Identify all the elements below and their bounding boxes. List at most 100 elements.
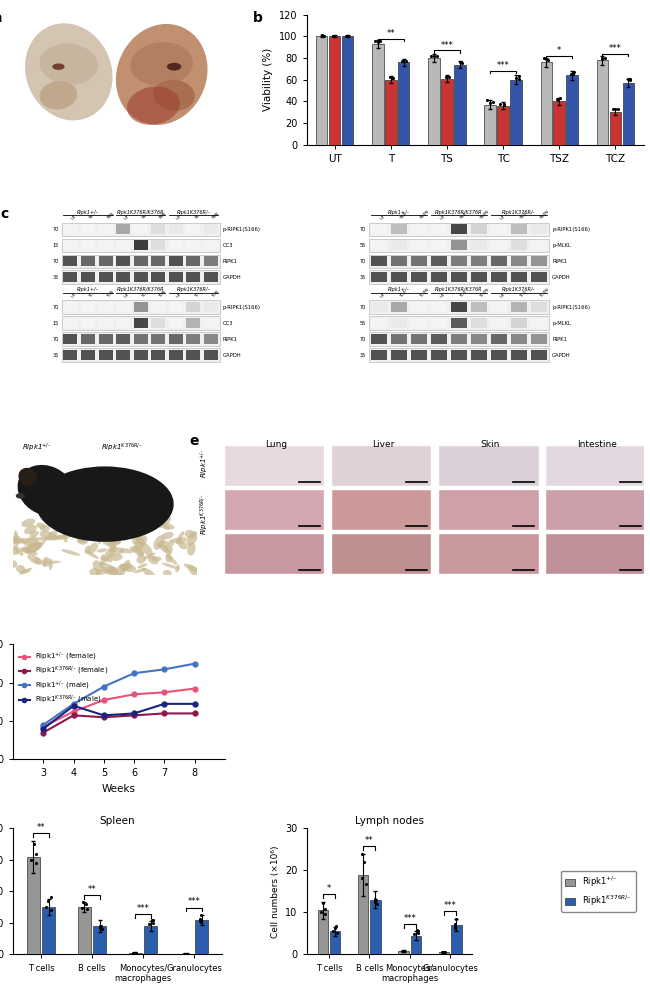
Bar [369, 222, 549, 236]
Ellipse shape [58, 523, 75, 530]
Text: Ripk1$^{+/–}$: Ripk1$^{+/–}$ [198, 448, 211, 478]
Bar [511, 318, 527, 329]
Text: TSZ: TSZ [519, 212, 528, 220]
Bar [370, 899, 381, 954]
Point [360, 877, 370, 892]
Ellipse shape [109, 537, 120, 545]
Point [374, 32, 385, 48]
Point [597, 50, 608, 66]
Text: 15: 15 [52, 321, 58, 326]
Text: TS: TS [141, 214, 148, 220]
Ellipse shape [8, 538, 25, 544]
Bar [64, 302, 77, 312]
Text: Ripk1+/–: Ripk1+/– [77, 210, 99, 215]
Bar [78, 907, 91, 954]
Bar [151, 224, 165, 234]
Ellipse shape [120, 548, 135, 553]
Ellipse shape [126, 522, 140, 524]
Text: RIPK1: RIPK1 [552, 337, 567, 341]
Point [328, 923, 338, 939]
Ellipse shape [14, 545, 23, 556]
Bar [398, 952, 409, 954]
Text: *: * [327, 885, 331, 893]
Bar [451, 334, 467, 344]
Bar [511, 350, 527, 360]
Bar [64, 272, 77, 282]
Point [341, 29, 352, 44]
Bar [428, 58, 440, 145]
Ellipse shape [127, 87, 180, 125]
Ellipse shape [13, 535, 21, 543]
Ellipse shape [178, 541, 188, 549]
Text: **: ** [387, 29, 395, 38]
Bar [369, 348, 549, 362]
Bar [151, 272, 165, 282]
Point [499, 95, 510, 111]
Ellipse shape [29, 530, 39, 536]
Bar [204, 350, 218, 360]
Bar [99, 256, 112, 267]
Point [371, 892, 382, 908]
Ellipse shape [36, 523, 46, 529]
Ellipse shape [25, 542, 42, 553]
Text: 35: 35 [360, 352, 366, 357]
Ellipse shape [107, 532, 118, 540]
Text: Intestine: Intestine [577, 440, 618, 450]
Bar [471, 302, 487, 312]
Bar [438, 445, 538, 486]
Ellipse shape [163, 570, 172, 576]
Ellipse shape [16, 493, 25, 499]
Text: RIPK1: RIPK1 [223, 337, 238, 341]
Ellipse shape [18, 467, 37, 485]
Text: 15: 15 [52, 243, 58, 248]
Ellipse shape [118, 564, 127, 572]
Bar [27, 857, 40, 954]
Ellipse shape [98, 524, 109, 533]
Ellipse shape [105, 552, 114, 561]
Point [541, 51, 551, 67]
Bar [99, 240, 112, 251]
Text: TCN: TCN [105, 289, 114, 298]
Point [413, 925, 423, 941]
Bar [64, 318, 77, 329]
Bar [169, 240, 183, 251]
Text: TCZN: TCZN [479, 287, 490, 298]
Point [450, 911, 461, 927]
Bar [491, 334, 507, 344]
Bar [116, 224, 130, 234]
Bar [331, 445, 432, 486]
Point [97, 921, 107, 937]
Bar [151, 318, 165, 329]
Bar [129, 953, 142, 954]
Bar [531, 302, 547, 312]
Text: ***: *** [136, 903, 150, 912]
Point [41, 899, 51, 915]
Ellipse shape [97, 548, 107, 552]
Text: Liver: Liver [372, 440, 395, 450]
Bar [511, 302, 527, 312]
Ellipse shape [177, 531, 185, 541]
Bar [471, 272, 487, 282]
Text: RIPK1: RIPK1 [552, 259, 567, 264]
Text: Ripk1K376R/–: Ripk1K376R/– [176, 210, 211, 215]
Bar [187, 302, 200, 312]
Bar [169, 302, 183, 312]
Ellipse shape [47, 561, 61, 564]
Text: UT: UT [123, 214, 130, 220]
Bar [531, 224, 547, 234]
Bar [411, 334, 427, 344]
Point [555, 91, 566, 106]
Point [129, 945, 139, 960]
Bar [134, 302, 148, 312]
Bar [371, 256, 387, 267]
Bar [151, 334, 165, 344]
Point [426, 48, 436, 64]
Bar [510, 80, 522, 145]
Point [514, 68, 524, 84]
Point [130, 945, 140, 960]
Bar [169, 318, 183, 329]
Ellipse shape [93, 560, 103, 573]
Point [552, 92, 563, 108]
Bar [224, 489, 324, 530]
Text: 70: 70 [52, 259, 58, 264]
